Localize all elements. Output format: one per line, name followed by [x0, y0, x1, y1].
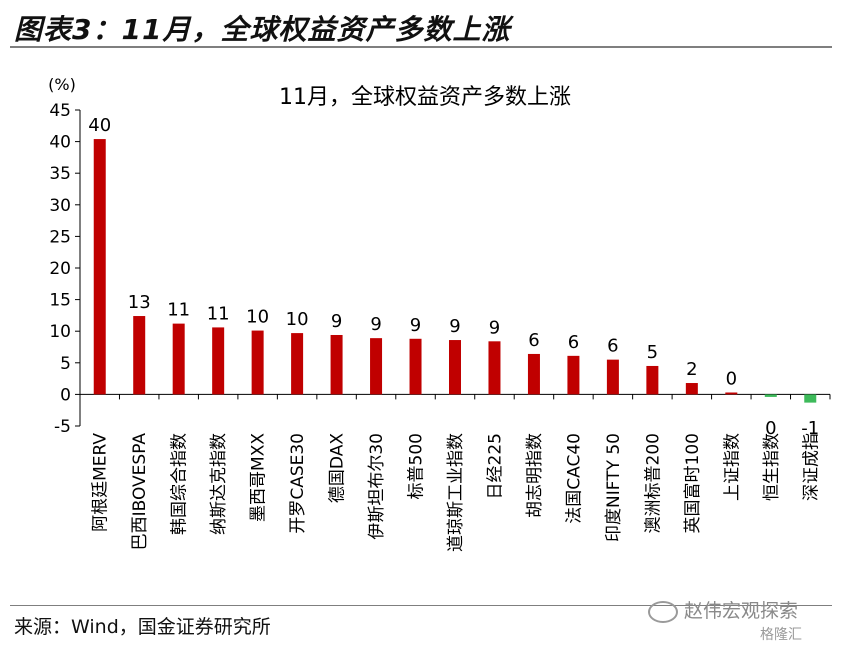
bar — [93, 139, 106, 395]
bar — [251, 330, 264, 395]
bar — [133, 316, 146, 395]
category-label: 胡志明指数 — [525, 433, 545, 518]
y-tick-label: 20 — [49, 259, 71, 279]
category-label: 深证成指 — [801, 433, 821, 501]
source-note: 来源：Wind，国金证券研究所 — [14, 616, 271, 638]
value-labels: 40 13 11 11 10 10 9 9 9 9 9 6 6 6 5 2 0 0 -1 — [88, 115, 819, 439]
category-labels: 阿根廷MERV 巴西IBOVESPA 韩国综合指数 纳斯达克指数 墨西哥MXX 开罗CAS… — [91, 433, 822, 552]
data-label: 0 — [765, 418, 776, 439]
category-label: 伊斯坦布尔30 — [367, 433, 387, 540]
data-label: 5 — [647, 342, 658, 363]
bar-chart: 11月，全球权益资产多数上涨 (%) -5051015202530354045 … — [48, 75, 831, 552]
data-label: 11 — [167, 300, 190, 321]
page-title: 图表3：11月，全球权益资产多数上涨 — [14, 13, 511, 46]
data-label: 9 — [331, 311, 342, 332]
category-label: 阿根廷MERV — [91, 433, 111, 532]
category-label: 印度NIFTY 50 — [604, 433, 624, 542]
bar — [527, 353, 540, 395]
data-label: 40 — [88, 115, 111, 136]
bar — [370, 338, 383, 395]
bar — [764, 394, 777, 397]
bar — [606, 359, 619, 395]
y-tick-label: 30 — [49, 196, 71, 216]
category-label: 巴西IBOVESPA — [130, 433, 150, 551]
data-label: 9 — [489, 317, 500, 338]
bar — [567, 355, 580, 395]
category-label: 英国富时100 — [683, 433, 703, 533]
y-tick-label: -5 — [54, 417, 71, 437]
bar — [725, 392, 738, 395]
data-label: 10 — [286, 309, 309, 330]
category-label: 开罗CASE30 — [288, 433, 308, 534]
category-label: 纳斯达克指数 — [209, 433, 229, 535]
category-label: 韩国综合指数 — [170, 433, 190, 535]
data-label: 11 — [207, 303, 230, 324]
data-label: 9 — [370, 314, 381, 335]
watermark-text: 赵伟宏观探索 — [684, 600, 799, 622]
category-label: 法国CAC40 — [564, 433, 584, 524]
y-tick-label: 5 — [60, 354, 71, 374]
data-label: 6 — [528, 330, 539, 351]
chart-title: 11月，全球权益资产多数上涨 — [279, 85, 571, 110]
title-divider — [10, 46, 832, 48]
bar — [804, 394, 817, 403]
data-label: 9 — [449, 316, 460, 337]
data-label: -1 — [801, 418, 819, 439]
wechat-icon — [648, 600, 678, 623]
data-label: 10 — [246, 307, 269, 328]
watermark: 赵伟宏观探索 — [648, 596, 798, 623]
y-tick-label: 35 — [49, 164, 71, 184]
data-label: 13 — [128, 292, 151, 313]
bar — [409, 338, 422, 395]
watermark-sub: 格隆汇 — [760, 627, 802, 643]
category-label: 德国DAX — [328, 433, 348, 503]
bars — [93, 139, 817, 403]
data-label: 9 — [410, 315, 421, 336]
data-label: 2 — [686, 359, 697, 380]
y-tick-label: 40 — [49, 133, 71, 153]
bar — [449, 340, 461, 395]
category-label: 标普500 — [407, 433, 427, 499]
category-label: 道琼斯工业指数 — [446, 433, 466, 552]
bar — [685, 383, 698, 395]
category-label: 墨西哥MXX — [249, 433, 269, 522]
y-tick-label: 45 — [49, 101, 71, 121]
bar — [291, 333, 304, 395]
y-tick-label: 25 — [49, 227, 71, 247]
data-label: 6 — [607, 336, 618, 357]
category-label: 日经225 — [485, 433, 505, 499]
y-tick-label: 10 — [49, 322, 71, 342]
y-tick-label: 0 — [60, 385, 71, 405]
bar — [330, 334, 343, 395]
bar — [488, 341, 501, 395]
data-label: 0 — [726, 369, 737, 390]
bar — [646, 365, 659, 395]
footer-divider — [10, 605, 832, 606]
category-label: 澳洲标普200 — [643, 433, 663, 533]
data-label: 6 — [568, 332, 579, 353]
y-tick-label: 15 — [49, 291, 71, 311]
bar — [212, 327, 225, 395]
category-label: 恒生指数 — [762, 433, 782, 501]
bar — [172, 323, 185, 395]
y-axis-label: (%) — [48, 75, 76, 94]
category-label: 上证指数 — [722, 433, 742, 501]
